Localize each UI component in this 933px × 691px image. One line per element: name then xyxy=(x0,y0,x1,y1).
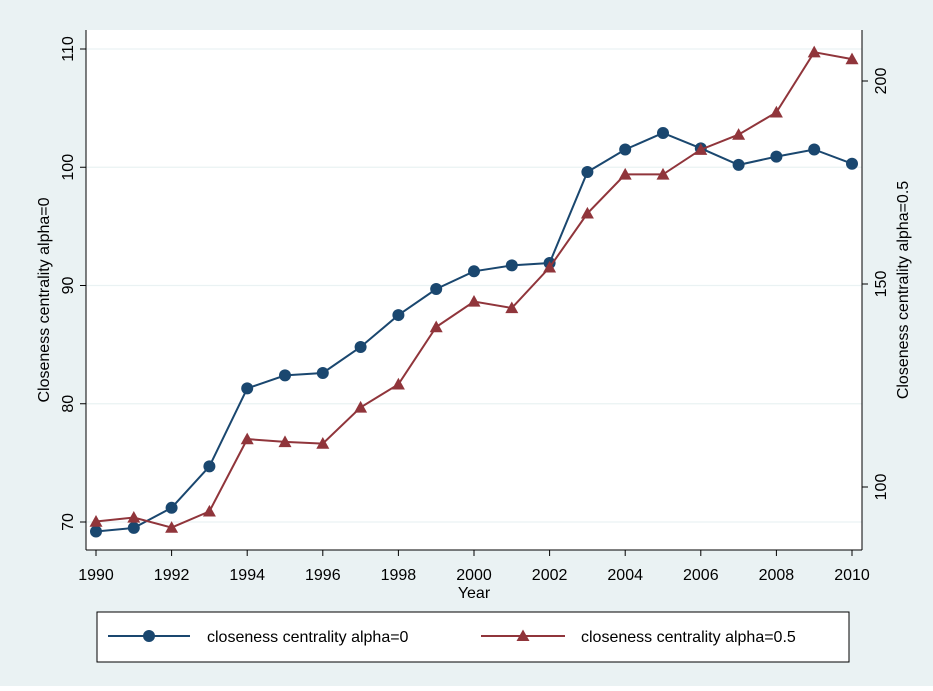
point-series1-2000 xyxy=(467,294,481,307)
series-0 xyxy=(90,126,858,538)
point-series1-1999 xyxy=(429,320,443,333)
x-tick-label-1990: 1990 xyxy=(78,567,114,584)
point-series1-2010 xyxy=(845,52,859,65)
x-tick-label-1992: 1992 xyxy=(154,567,190,584)
point-series0-2009 xyxy=(808,143,821,156)
y-right-tick-label-150: 150 xyxy=(873,271,890,298)
legend-label-alpha0: closeness centrality alpha=0 xyxy=(207,629,409,646)
point-series1-2006 xyxy=(694,143,708,155)
point-series1-1993 xyxy=(202,504,216,517)
legend-label-alpha05: closeness centrality alpha=0.5 xyxy=(581,629,796,646)
point-series1-2001 xyxy=(505,301,519,314)
point-series1-2003 xyxy=(580,206,594,219)
point-series1-2002 xyxy=(543,260,557,273)
point-series1-2005 xyxy=(656,167,670,180)
x-tick-label-2000: 2000 xyxy=(456,567,492,584)
point-series1-2007 xyxy=(732,128,746,140)
point-series1-1998 xyxy=(391,377,405,390)
point-series0-1996 xyxy=(316,367,329,380)
point-series0-2007 xyxy=(732,158,745,171)
x-tick-label-2004: 2004 xyxy=(607,567,643,584)
y-axis-right-label: Closeness centrality alpha=0.5 xyxy=(895,181,912,399)
y-right-tick-label-200: 200 xyxy=(873,68,890,95)
point-series1-1991 xyxy=(127,510,141,523)
point-series0-1998 xyxy=(392,309,405,322)
point-series1-1990 xyxy=(89,515,103,527)
point-series0-1999 xyxy=(430,283,443,296)
legend-marker-alpha0 xyxy=(143,630,155,642)
x-tick-label-1998: 1998 xyxy=(381,567,417,584)
point-series0-1995 xyxy=(279,369,291,382)
legend-marker-alpha05 xyxy=(516,629,530,641)
y-left-tick-label-80: 80 xyxy=(60,395,77,413)
y-left-tick-label-100: 100 xyxy=(60,154,77,181)
point-series0-2004 xyxy=(619,143,632,156)
y-axis-left-label: Closeness centrality alpha=0 xyxy=(36,197,53,402)
y-right-tick-label-100: 100 xyxy=(873,474,890,501)
point-series0-2010 xyxy=(846,157,858,170)
point-series0-2008 xyxy=(770,150,783,163)
y-left-tick-label-90: 90 xyxy=(60,277,77,295)
x-tick-label-2008: 2008 xyxy=(759,567,795,584)
point-series0-1994 xyxy=(241,382,254,395)
legend-item-alpha05: closeness centrality alpha=0.5 xyxy=(481,629,796,646)
point-series0-1997 xyxy=(354,340,367,353)
plot-area xyxy=(86,30,862,550)
x-axis-label: Year xyxy=(458,585,491,602)
x-tick-label-2010: 2010 xyxy=(834,567,870,584)
point-series0-2005 xyxy=(657,126,669,139)
point-series0-2003 xyxy=(581,165,594,178)
point-series1-1997 xyxy=(354,400,368,413)
point-series0-2000 xyxy=(468,265,480,278)
legend-item-alpha0: closeness centrality alpha=0 xyxy=(108,629,409,646)
legend-box xyxy=(96,611,850,663)
series-1 xyxy=(89,45,859,533)
point-series0-1992 xyxy=(165,501,178,514)
point-series1-2008 xyxy=(769,105,783,118)
point-series1-1996 xyxy=(316,437,330,449)
y-left-tick-label-70: 70 xyxy=(60,513,77,531)
point-series1-1995 xyxy=(278,435,292,448)
point-series1-2004 xyxy=(618,167,632,180)
point-series1-2009 xyxy=(807,45,821,58)
x-tick-label-1996: 1996 xyxy=(305,567,341,584)
x-tick-label-2002: 2002 xyxy=(532,567,568,584)
point-series0-2001 xyxy=(505,259,518,272)
series-layer xyxy=(89,45,859,538)
y-left-tick-label-110: 110 xyxy=(60,36,77,62)
x-tick-label-1994: 1994 xyxy=(229,567,265,584)
point-series1-1994 xyxy=(240,432,254,445)
gridlines xyxy=(86,48,862,523)
axes: 70 80 90 100 110 100 150 200 1990 1992 1994 1996 199… xyxy=(60,30,890,584)
point-series0-1993 xyxy=(203,460,216,473)
point-series1-1992 xyxy=(165,521,179,533)
legend: closeness centrality alpha=0 closeness c… xyxy=(96,611,850,663)
point-series0-1990 xyxy=(90,525,102,538)
x-tick-label-2006: 2006 xyxy=(683,567,719,584)
point-series0-1991 xyxy=(127,521,140,534)
